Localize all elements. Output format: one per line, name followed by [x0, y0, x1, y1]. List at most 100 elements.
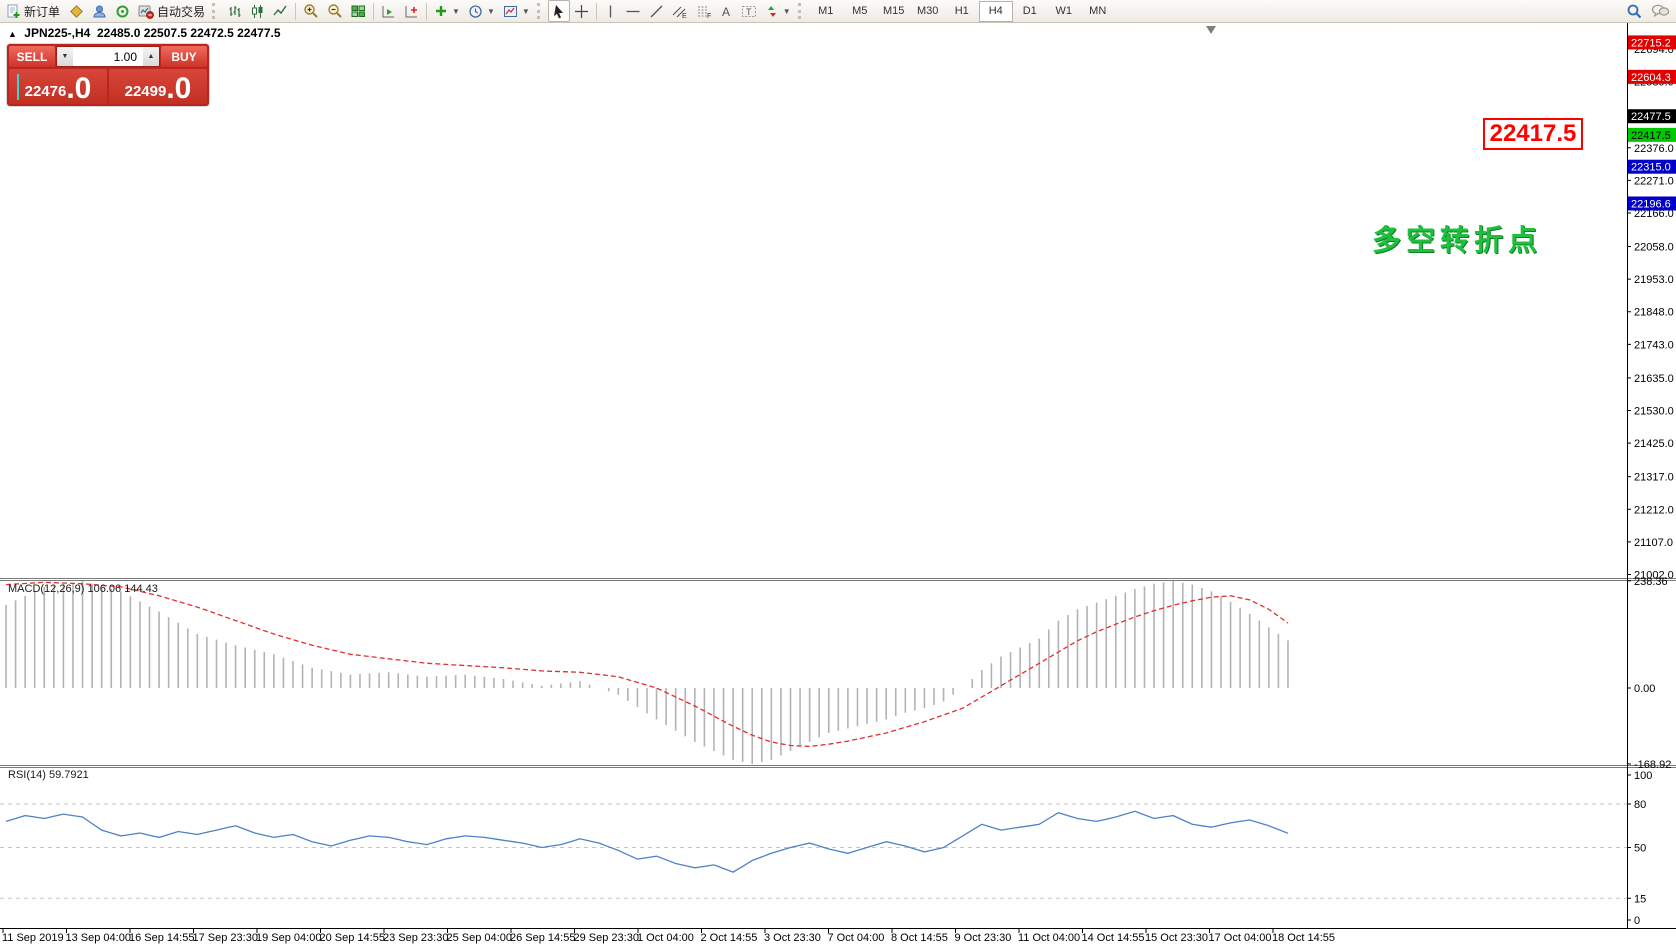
chevron-down-icon: ▼: [452, 6, 460, 16]
svg-text:22196.6: 22196.6: [1631, 198, 1671, 210]
zoom-in-icon: [304, 4, 318, 18]
text-tool-button[interactable]: A: [716, 0, 737, 22]
time-label: 25 Sep 04:00: [447, 932, 512, 944]
market-watch-button[interactable]: [64, 0, 88, 22]
bar-chart-button[interactable]: [223, 0, 246, 22]
tick-direction-indicator: [17, 74, 19, 100]
toolbar-grip[interactable]: [797, 3, 806, 19]
templates-button[interactable]: ▼: [499, 0, 534, 22]
svg-text:21107.0: 21107.0: [1634, 537, 1673, 549]
svg-text:238.36: 238.36: [1634, 576, 1668, 588]
time-label: 17 Oct 04:00: [1209, 932, 1272, 944]
svg-text:100: 100: [1634, 770, 1652, 782]
top-toolbar: 新订单 自动交易 ▼ ▼ ▼ E F A T ▼ M1 M5 M15 M30 H1 H4 D…: [0, 0, 1676, 23]
time-label: 2 Oct 14:55: [701, 932, 758, 944]
zoom-in-button[interactable]: [299, 0, 323, 22]
hline-tool-button[interactable]: [621, 0, 645, 22]
toolbar-separator: [373, 2, 375, 20]
timeframe-H4[interactable]: H4: [978, 0, 1013, 22]
volume-decrease-button[interactable]: ▼: [57, 47, 73, 66]
chart-shift-marker[interactable]: [1206, 26, 1216, 34]
time-label: 11 Sep 2019: [2, 932, 64, 944]
svg-text:22477.5: 22477.5: [1631, 111, 1671, 123]
svg-text:A: A: [722, 5, 730, 19]
time-label: 11 Oct 04:00: [1018, 932, 1080, 944]
chat-button[interactable]: [1647, 0, 1674, 22]
person-icon: [92, 4, 107, 19]
svg-text:22058.0: 22058.0: [1634, 242, 1674, 254]
timeframe-D1[interactable]: D1: [1022, 5, 1037, 17]
candle-chart-button[interactable]: [246, 0, 269, 22]
time-label: 17 Sep 23:30: [193, 932, 258, 944]
periods-button[interactable]: ▼: [464, 0, 499, 22]
crosshair-tool-button[interactable]: [570, 0, 593, 22]
chart-window-title[interactable]: ▲ JPN225-,H4 22485.0 22507.5 22472.5 224…: [8, 26, 281, 40]
new-order-button[interactable]: 新订单: [2, 0, 64, 22]
toolbar-grip[interactable]: [212, 3, 220, 19]
time-label: 13 Sep 04:00: [66, 932, 131, 944]
toolbar-separator: [295, 2, 297, 20]
collapse-arrow-icon[interactable]: ▲: [8, 29, 17, 39]
time-label: 18 Oct 14:55: [1272, 932, 1335, 944]
cursor-tool-button[interactable]: [547, 0, 570, 22]
timeframe-toolbar: M1 M5 M15 M30 H1 H4 D1 W1 MN: [809, 0, 1115, 22]
vertical-line-icon: [609, 5, 611, 17]
sell-price-int: 22476: [24, 83, 67, 100]
time-label: 19 Sep 04:00: [256, 932, 321, 944]
svg-text:22166.0: 22166.0: [1634, 208, 1674, 220]
macd-panel: [5, 580, 1289, 764]
timeframe-M30[interactable]: M30: [917, 5, 939, 17]
sell-price-box[interactable]: 22476 .0: [9, 69, 107, 104]
fibonacci-tool-button[interactable]: F: [692, 0, 716, 22]
channel-tool-button[interactable]: E: [668, 0, 692, 22]
buy-price-int: 22499: [124, 83, 167, 100]
auto-trade-label: 自动交易: [157, 4, 206, 19]
zoom-out-button[interactable]: [323, 0, 347, 22]
tile-windows-button[interactable]: [347, 0, 370, 22]
support-price-callout[interactable]: 22417.5: [1483, 118, 1583, 150]
timeframe-M1[interactable]: M1: [818, 5, 834, 17]
line-chart-button[interactable]: [269, 0, 292, 22]
volume-input[interactable]: 1.00: [73, 47, 143, 66]
indicators-button[interactable]: ▼: [430, 0, 464, 22]
timeframe-MN[interactable]: MN: [1089, 5, 1107, 17]
svg-text:22271.0: 22271.0: [1634, 175, 1674, 187]
auto-trade-button[interactable]: 自动交易: [134, 0, 209, 22]
timeframe-H1[interactable]: H1: [954, 5, 969, 17]
chart-shift-button[interactable]: [377, 0, 400, 22]
buy-price-box[interactable]: 22499 .0: [109, 69, 207, 104]
profile-button[interactable]: [88, 0, 111, 22]
turning-point-annotation[interactable]: 多空转折点: [1372, 225, 1543, 257]
macd-value-signal: 144.43: [124, 583, 158, 595]
buy-button[interactable]: BUY: [161, 46, 207, 67]
vline-tool-button[interactable]: [600, 0, 621, 22]
axis-label-22715.2: [1628, 35, 1676, 50]
fibonacci-icon: F: [697, 6, 711, 19]
search-button[interactable]: [1622, 0, 1647, 22]
sell-button[interactable]: SELL: [9, 46, 55, 67]
timeframe-W1[interactable]: W1: [1055, 5, 1072, 17]
time-label: 14 Oct 14:55: [1082, 932, 1145, 944]
toolbar-grip[interactable]: [536, 3, 545, 19]
label-tool-button[interactable]: T: [737, 0, 761, 22]
timeframe-M15[interactable]: M15: [883, 5, 905, 17]
axis-label-22604.3: [1628, 69, 1676, 84]
crosshair-icon: [574, 4, 588, 18]
bar-chart-icon: [229, 5, 241, 17]
signal-icon: [115, 4, 130, 19]
volume-increase-button[interactable]: ▲: [143, 47, 159, 66]
time-label: 15 Oct 23:30: [1145, 932, 1208, 944]
arrows-tool-button[interactable]: ▼: [761, 0, 795, 22]
svg-text:22715.2: 22715.2: [1631, 37, 1671, 49]
time-label: 23 Sep 23:30: [383, 932, 448, 944]
chart-canvas[interactable]: 22694.022589.022376.022271.022166.022058…: [0, 23, 1676, 947]
timeframe-M5[interactable]: M5: [852, 5, 868, 17]
new-order-icon: [6, 4, 21, 19]
signals-button[interactable]: [111, 0, 134, 22]
new-order-label: 新订单: [24, 4, 61, 19]
auto-scroll-button[interactable]: [400, 0, 423, 22]
trendline-tool-button[interactable]: [645, 0, 668, 22]
svg-text:22604.3: 22604.3: [1631, 72, 1671, 84]
chevron-down-icon: ▼: [782, 6, 791, 16]
time-label: 9 Oct 23:30: [955, 932, 1012, 944]
